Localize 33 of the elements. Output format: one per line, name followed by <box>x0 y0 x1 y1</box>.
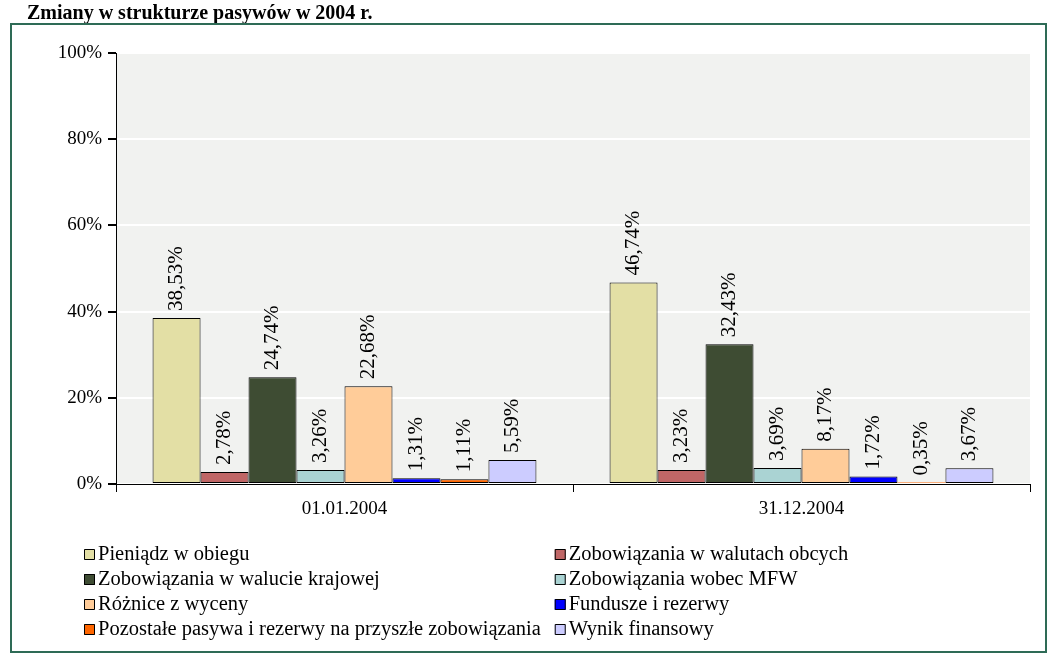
legend-label: Pozostałe pasywa i rezerwy na przyszłe zobowiązania <box>98 617 541 641</box>
y-tick-label: 80% <box>67 127 103 149</box>
data-label: 3,69% <box>764 406 789 462</box>
data-label: 8,17% <box>812 387 837 442</box>
data-label: 22,68% <box>355 314 380 380</box>
data-label: 1,11% <box>450 418 475 473</box>
y-tick-label: 60% <box>67 213 103 235</box>
data-label: 46,74% <box>620 210 645 276</box>
data-label: 32,43% <box>716 272 741 338</box>
y-tick-label: 100% <box>57 40 103 62</box>
legend-label: Pieniądz w obiegu <box>98 542 250 566</box>
data-label: 2,78% <box>211 410 236 466</box>
legend-label: Zobowiązania w walutach obcych <box>568 542 849 566</box>
legend-label: Zobowiązania w walucie krajowej <box>98 567 380 591</box>
data-label: 5,59% <box>498 398 523 453</box>
data-label: 3,26% <box>307 408 332 463</box>
legend-label: Zobowiązania wobec MFW <box>568 567 799 591</box>
legend-label: Fundusze i rezerwy <box>568 592 730 616</box>
y-tick-label: 40% <box>67 299 103 321</box>
data-label: 1,31% <box>402 417 427 472</box>
data-label: 3,23% <box>668 408 693 464</box>
x-tick-label: 31.12.2004 <box>758 497 845 519</box>
data-label: 1,72% <box>859 415 884 470</box>
x-tick-label: 01.01.2004 <box>301 497 388 519</box>
y-tick-label: 0% <box>76 471 103 493</box>
legend-label: Wynik finansowy <box>568 617 715 641</box>
data-label: 24,74% <box>259 305 284 371</box>
data-label: 0,35% <box>907 421 932 476</box>
data-label: 38,53% <box>163 246 188 311</box>
data-label: 3,67% <box>955 406 980 462</box>
y-tick-label: 20% <box>67 385 103 407</box>
legend-label: Różnice z wyceny <box>98 592 250 616</box>
chart-title: Zmiany w strukturze pasywów w 2004 r. <box>27 1 373 23</box>
